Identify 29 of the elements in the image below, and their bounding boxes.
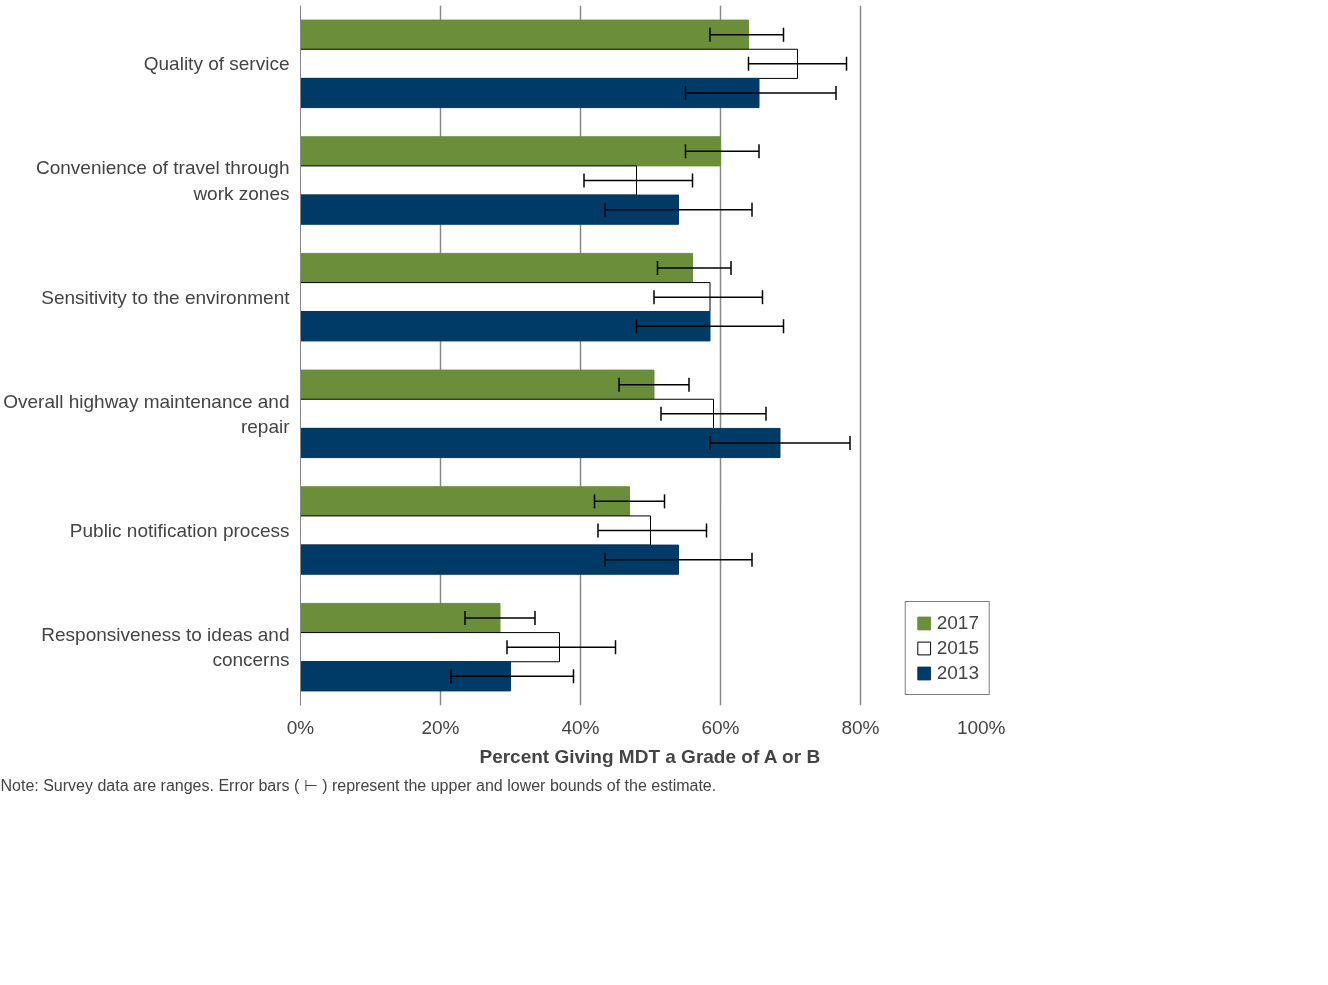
bar (300, 311, 711, 342)
bar (300, 602, 501, 634)
x-axis-title: Percent Giving MDT a Grade of A or B (479, 745, 821, 767)
bar (300, 486, 630, 517)
bar (300, 194, 679, 225)
bar (300, 369, 655, 400)
legend-label: 2013 (936, 662, 979, 684)
x-tick-label: 40% (561, 716, 600, 738)
y-tick-label: Sensitivity to the environment (41, 286, 291, 308)
x-tick-label: 20% (421, 716, 460, 738)
legend-label: 2015 (936, 637, 979, 659)
y-tick-label: Convenience of travel through work zones (36, 157, 290, 204)
bar (300, 19, 749, 50)
x-tick-label: 80% (841, 716, 880, 738)
bar (300, 661, 511, 692)
x-tick-label: 100% (956, 716, 1006, 738)
text: Note: Survey data are ranges. Error bars ( ⊢ ) represent the upper and lower bounds of the estimate. (0, 776, 717, 794)
y-tick-label: Public notification process (69, 520, 290, 541)
y-tick-label: Responsiveness to ideas and concerns (41, 624, 290, 671)
bar (300, 427, 781, 459)
y-tick-label: Quality of service (143, 53, 290, 75)
bar (300, 252, 693, 284)
x-tick-label: 0% (286, 716, 315, 738)
bar (300, 136, 721, 167)
bar (300, 544, 679, 575)
y-tick-label: Overall highway maintenance and repair (3, 390, 291, 437)
x-tick-label: 60% (701, 716, 740, 738)
bar (300, 77, 760, 109)
legend-label: 2017 (936, 612, 979, 634)
